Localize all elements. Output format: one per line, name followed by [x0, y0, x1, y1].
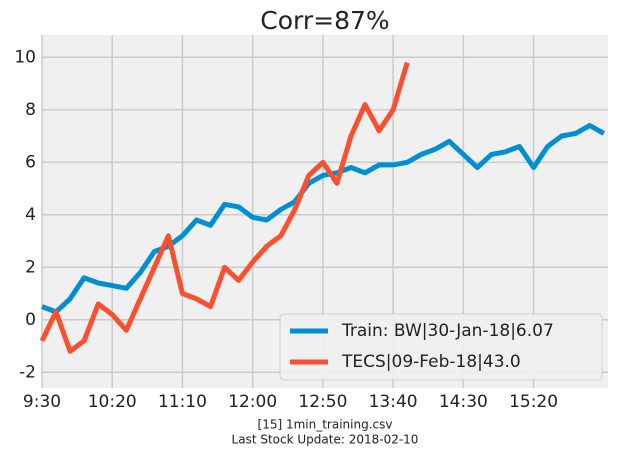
x-tick-label: 12:50: [298, 392, 347, 412]
x-tick-label: 13:40: [369, 392, 418, 412]
series-line: [41, 123, 606, 315]
y-tick-label: 10: [14, 47, 36, 67]
y-tick-label: 6: [25, 152, 36, 172]
y-tick-label: 2: [25, 257, 36, 277]
legend-label: Train: BW|30-Jan-18|6.07: [341, 321, 554, 341]
chart-title: Corr=87%: [260, 6, 389, 35]
x-tick-label: 11:10: [158, 392, 207, 412]
x-tick-label: 10:20: [88, 392, 137, 412]
y-tick-label: 0: [25, 310, 36, 330]
legend-label: TECS|09-Feb-18|43.0: [341, 352, 521, 372]
y-tick-label: -2: [19, 362, 36, 382]
x-tick-label: 9:30: [23, 392, 61, 412]
footer-line: Last Stock Update: 2018-02-10: [232, 433, 419, 447]
y-tick-label: 8: [25, 100, 36, 120]
footer-line: [15] 1min_training.csv: [258, 418, 393, 432]
x-tick-label: 14:30: [439, 392, 488, 412]
y-tick-label: 4: [25, 205, 36, 225]
series-line: [39, 61, 410, 354]
x-tick-label: 15:20: [509, 392, 558, 412]
legend-box: [279, 313, 603, 381]
x-tick-label: 12:00: [228, 392, 277, 412]
